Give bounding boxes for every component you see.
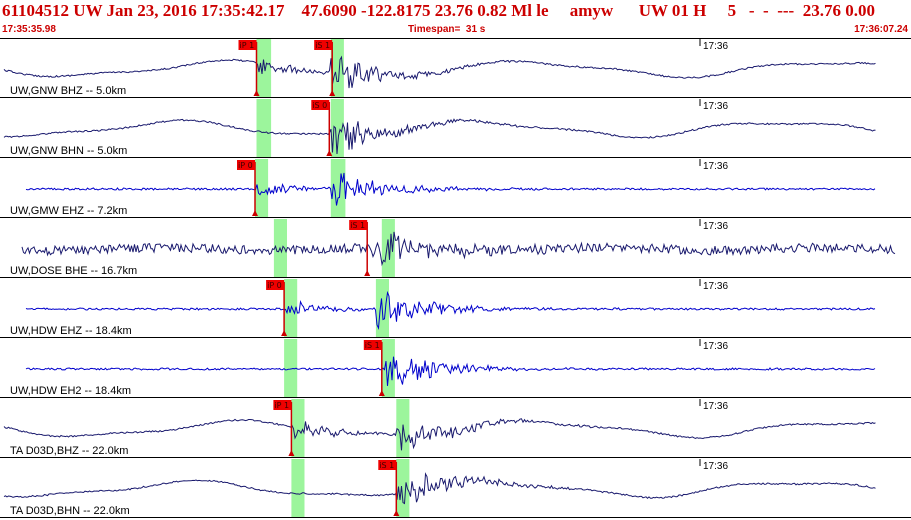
trace-panel: iP 1 iS 1 17:36 UW,GNW BHZ -- 5.0km: [0, 39, 911, 98]
seismogram-plot[interactable]: iP 1 iS 1 17:36 UW,GNW BHZ -- 5.0km iS 0 17:3…: [0, 38, 911, 520]
waveform-trace: [3, 418, 876, 451]
end-time: 17:36:07.24: [854, 24, 908, 35]
pick-marker: [393, 510, 400, 516]
pick-marker: [288, 450, 295, 456]
time-tick-label: 17:36: [703, 101, 728, 112]
pick-window: [284, 339, 298, 397]
time-tick-label: 17:36: [703, 161, 728, 172]
waveform-trace: [25, 290, 876, 330]
waveform-trace: [3, 472, 876, 505]
pick-label: iP 1: [274, 401, 289, 410]
pick-window: [330, 39, 344, 97]
waveform-trace: [25, 356, 876, 386]
time-tick-label: 17:36: [703, 401, 728, 412]
pick-window: [291, 399, 305, 457]
pick-marker: [378, 390, 385, 396]
start-time: 17:35:35.98: [2, 24, 56, 35]
waveform-trace: [21, 231, 896, 267]
pick-label: iP 0: [238, 161, 253, 170]
waveform-trace: [3, 118, 876, 155]
pick-label-box: [311, 100, 330, 110]
trace-panel: iS 0 17:36 UW,GNW BHN -- 5.0km: [0, 99, 911, 158]
pick-label: iP 0: [267, 281, 282, 290]
station-label: TA D03D,BHZ -- 22.0km: [10, 445, 128, 457]
pick-label-box: [378, 460, 397, 470]
time-tick-label: 17:36: [703, 221, 728, 232]
event-title: 61104512 UW Jan 23, 2016 17:35:42.17 47.…: [2, 1, 875, 20]
trace-panel: iS 1 17:36 UW,HDW EH2 -- 18.4km: [0, 339, 911, 398]
station-label: UW,DOSE BHE -- 16.7km: [10, 265, 137, 277]
pick-window: [396, 459, 410, 517]
pick-label-box: [363, 340, 382, 350]
pick-label: iS 1: [350, 221, 365, 230]
pick-marker: [253, 90, 260, 96]
pick-label-box: [314, 40, 333, 50]
pick-window: [291, 459, 305, 517]
pick-label: iS 1: [315, 41, 330, 50]
trace-panel: iP 1 17:36 TA D03D,BHZ -- 22.0km: [0, 399, 911, 458]
waveform-trace: [25, 172, 876, 206]
waveform-trace: [3, 55, 876, 89]
station-label: UW,GNW BHZ -- 5.0km: [10, 85, 126, 97]
station-label: UW,GMW EHZ -- 7.2km: [10, 205, 127, 217]
pick-marker: [364, 270, 371, 276]
pick-marker: [281, 330, 288, 336]
timespan-label: Timespan= 31 s: [408, 24, 486, 35]
pick-marker: [326, 150, 333, 156]
pick-window: [381, 339, 395, 397]
time-tick-label: 17:36: [703, 341, 728, 352]
station-label: UW,HDW EHZ -- 18.4km: [10, 325, 132, 337]
pick-label: iS 1: [379, 461, 394, 470]
pick-marker: [252, 210, 258, 216]
trace-panel: iP 0 17:36 UW,GMW EHZ -- 7.2km: [0, 159, 911, 218]
pick-window: [330, 159, 346, 217]
pick-label-box: [237, 160, 255, 170]
pick-label: iS 1: [365, 341, 380, 350]
time-tick-label: 17:36: [703, 281, 728, 292]
pick-label-box: [266, 280, 285, 290]
time-tick-label: 17:36: [703, 461, 728, 472]
pick-window: [256, 39, 272, 97]
pick-label-box: [238, 40, 257, 50]
pick-label: iS 0: [312, 101, 327, 110]
station-label: TA D03D,BHN -- 22.0km: [10, 505, 130, 517]
pick-window: [256, 99, 272, 157]
pick-marker: [329, 90, 336, 96]
trace-panel: iS 1 17:36 TA D03D,BHN -- 22.0km: [0, 459, 911, 518]
pick-window: [255, 159, 269, 217]
pick-label-box: [273, 400, 292, 410]
time-tick-label: 17:36: [703, 41, 728, 52]
trace-panel: iS 1 17:36 UW,DOSE BHE -- 16.7km: [0, 219, 911, 278]
trace-panel: iP 0 17:36 UW,HDW EHZ -- 18.4km: [0, 279, 911, 338]
station-label: UW,HDW EH2 -- 18.4km: [10, 385, 131, 397]
station-label: UW,GNW BHN -- 5.0km: [10, 145, 127, 157]
header: 61104512 UW Jan 23, 2016 17:35:42.17 47.…: [0, 0, 911, 38]
pick-label-box: [349, 220, 368, 230]
pick-window: [330, 99, 344, 157]
pick-label: iP 1: [240, 41, 255, 50]
